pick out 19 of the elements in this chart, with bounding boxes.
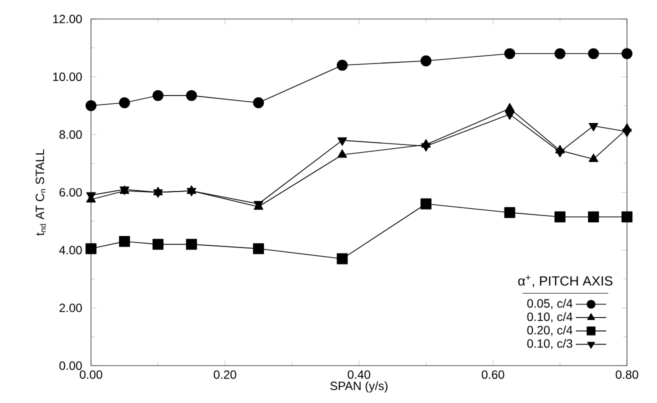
y-tick-label: 8.00	[59, 130, 82, 139]
legend-label: 0.05, c/4	[527, 298, 572, 310]
y-tick-label: 2.00	[60, 304, 82, 312]
y-tick-label: 12.00	[53, 14, 82, 24]
y-tick-label: 0.00	[59, 361, 82, 370]
x-tick-label: 0.20	[214, 370, 236, 379]
x-axis-title: SPAN (y/s)	[330, 381, 388, 393]
legend-label: 0.10, c/4	[527, 312, 572, 322]
x-tick-label: 0.80	[616, 370, 638, 379]
y-tick-label: 6.00	[60, 188, 82, 197]
legend-label: 0.20, c/4	[527, 326, 572, 336]
legend-title: α$^{+}$, PITCH AXIS	[518, 275, 612, 288]
x-tick-label: 0.40	[348, 370, 370, 379]
x-tick-label: 0.00	[80, 370, 102, 379]
y-tick-label: 10.00	[53, 72, 82, 82]
x-tick-label: 0.60	[482, 370, 504, 379]
y-axis-title: t$_{nd}$ AT C$_{n}$ STALL	[36, 149, 46, 236]
legend-label: 0.10, c/3	[527, 338, 572, 350]
y-tick-label: 4.00	[59, 246, 82, 254]
